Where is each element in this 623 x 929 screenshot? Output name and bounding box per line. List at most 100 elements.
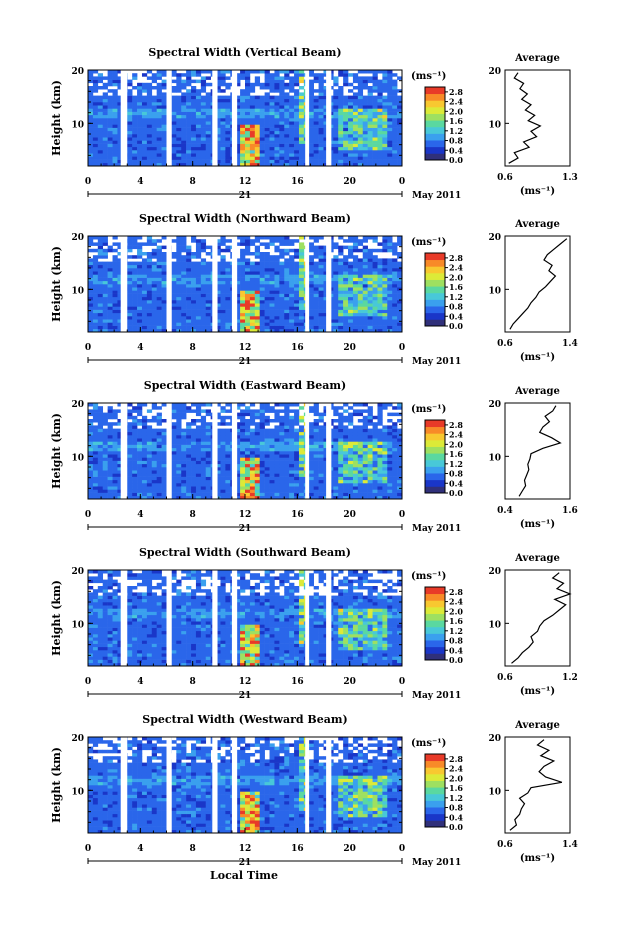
heatmap-cell	[274, 130, 280, 135]
heatmap-cell	[372, 312, 378, 317]
heatmap-cell	[308, 300, 314, 304]
heatmap-cell	[235, 306, 241, 310]
heatmap-cell	[200, 124, 207, 128]
heatmap-cell	[141, 486, 148, 490]
heatmap-cell	[186, 102, 192, 106]
heatmap-cell	[382, 248, 388, 253]
heatmap-cell	[92, 258, 99, 262]
heatmap-cell	[367, 79, 373, 84]
heatmap-cell	[348, 73, 354, 77]
heatmap-cell	[382, 277, 388, 282]
heatmap-cell	[279, 89, 285, 93]
heatmap-cell	[112, 431, 118, 436]
heatmap-cell	[97, 492, 104, 497]
heatmap-cell	[269, 271, 275, 275]
heatmap-cell	[313, 118, 319, 122]
y-tick-label: 10	[71, 120, 84, 130]
heatmap-cell	[245, 261, 251, 266]
heatmap-cell	[357, 124, 364, 128]
heatmap-cell	[146, 150, 153, 154]
heatmap-cell	[146, 444, 153, 449]
heatmap-cell	[259, 287, 265, 291]
heatmap-cell	[308, 162, 314, 167]
heatmap-cell	[377, 108, 383, 112]
heatmap-cell	[102, 431, 108, 436]
heatmap-cell	[279, 290, 285, 294]
heatmap-cell	[235, 290, 241, 294]
heatmap-cell	[259, 425, 265, 429]
heatmap-cell	[127, 255, 133, 259]
heatmap-cell	[269, 98, 275, 103]
heatmap-cell	[161, 92, 167, 96]
heatmap-cell	[200, 86, 207, 90]
heatmap-cell	[249, 460, 256, 465]
heatmap-cell	[156, 156, 162, 160]
heatmap-cell	[323, 146, 329, 151]
heatmap-cell	[117, 143, 123, 148]
heatmap-cell	[367, 264, 373, 269]
heatmap-cell	[254, 277, 261, 282]
heatmap-cell	[181, 130, 187, 135]
heatmap-cell	[137, 441, 143, 445]
heatmap-cell	[151, 150, 157, 154]
heatmap-cell	[362, 130, 368, 135]
heatmap-cell	[249, 409, 256, 413]
heatmap-cell	[127, 415, 133, 420]
heatmap-cell	[269, 156, 275, 160]
heatmap-cell	[171, 435, 177, 439]
heatmap-cell	[171, 121, 177, 125]
heatmap-cell	[357, 159, 364, 164]
heatmap-cell	[191, 489, 197, 493]
heatmap-cell	[146, 134, 153, 138]
data-gap	[166, 236, 172, 332]
heatmap-cell	[127, 124, 133, 128]
heatmap-cell	[195, 319, 202, 323]
heatmap-cell	[171, 476, 177, 481]
heatmap-cell	[132, 470, 138, 474]
heatmap-cell	[132, 143, 138, 148]
heatmap-cell	[132, 73, 138, 77]
heatmap-cell	[215, 134, 221, 138]
heatmap-cell	[195, 412, 202, 417]
heatmap-cell	[156, 431, 162, 436]
heatmap-cell	[279, 86, 285, 90]
heatmap-cell	[348, 159, 354, 164]
heatmap-cell	[387, 153, 393, 157]
heatmap-cell	[141, 419, 148, 423]
heatmap-cell	[171, 153, 177, 157]
heatmap-cell	[156, 121, 162, 125]
heatmap-cell	[377, 284, 383, 288]
heatmap-cell	[151, 495, 157, 500]
heatmap-cell	[200, 137, 207, 141]
heatmap-cell	[137, 261, 143, 266]
heatmap-cell	[102, 322, 108, 326]
heatmap-cell	[215, 73, 221, 77]
heatmap-cell	[176, 454, 182, 458]
heatmap-cell	[284, 134, 290, 138]
heatmap-cell	[195, 162, 202, 167]
heatmap-cell	[249, 290, 256, 294]
heatmap-cell	[191, 306, 197, 310]
heatmap-cell	[156, 124, 162, 128]
heatmap-cell	[367, 102, 373, 106]
heatmap-cell	[92, 476, 99, 481]
heatmap-cell	[141, 495, 148, 500]
heatmap-cell	[298, 454, 305, 458]
heatmap-cell	[171, 105, 177, 109]
heatmap-cell	[176, 127, 182, 132]
heatmap-cell	[151, 111, 157, 116]
heatmap-cell	[137, 82, 143, 87]
heatmap-cell	[112, 422, 118, 426]
heatmap-cell	[274, 473, 280, 477]
heatmap-cell	[397, 130, 403, 135]
heatmap-cell	[176, 428, 182, 433]
heatmap-cell	[249, 153, 256, 157]
heatmap-cell	[176, 467, 182, 471]
heatmap-cell	[352, 156, 359, 160]
heatmap-cell	[127, 309, 133, 314]
heatmap-cell	[313, 95, 319, 100]
heatmap-cell	[235, 309, 241, 314]
heatmap-cell	[294, 111, 300, 116]
heatmap-cell	[367, 140, 373, 144]
heatmap-cell	[146, 316, 153, 320]
